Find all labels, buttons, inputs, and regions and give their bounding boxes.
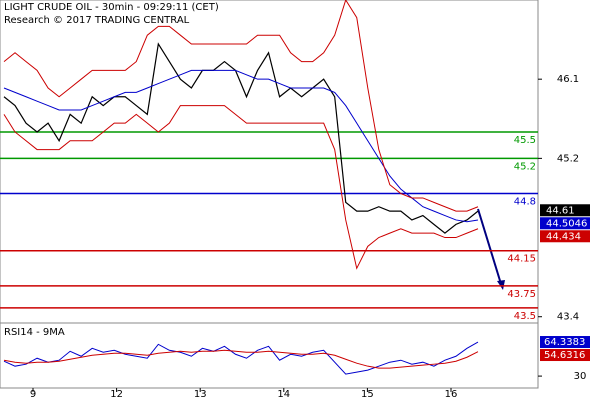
x-tick-label: 16 bbox=[445, 389, 458, 400]
price-box bbox=[540, 217, 590, 230]
level-label: 45.5 bbox=[514, 135, 536, 146]
rsi-box bbox=[540, 336, 590, 349]
arrow-head bbox=[497, 280, 505, 290]
x-tick-label: 14 bbox=[277, 389, 290, 400]
x-tick-label: 9 bbox=[30, 389, 36, 400]
rsi-line bbox=[3, 341, 479, 375]
rsi-box bbox=[540, 349, 590, 362]
chart-subtitle: Research © 2017 TRADING CENTRAL bbox=[4, 15, 190, 26]
price-label: 44.61 bbox=[546, 205, 575, 216]
y-tick-label: 43.4 bbox=[557, 312, 579, 323]
y-tick-label: 30 bbox=[574, 371, 587, 382]
arrow bbox=[477, 208, 502, 285]
price-label: 44.434 bbox=[546, 231, 581, 242]
level-label: 43.75 bbox=[507, 289, 536, 300]
price-label: 44.5046 bbox=[546, 218, 587, 229]
rsi-title: RSI14 - 9MA bbox=[4, 327, 65, 338]
level-label: 44.8 bbox=[514, 197, 536, 208]
price-box bbox=[540, 204, 590, 217]
price-box bbox=[540, 230, 590, 243]
level-label: 44.15 bbox=[507, 254, 536, 265]
price-line bbox=[3, 0, 479, 212]
rsi-line bbox=[3, 349, 479, 369]
y-tick-label: 45.2 bbox=[557, 153, 579, 164]
rsi-label: 64.3383 bbox=[544, 337, 585, 348]
rsi-label: 54.6316 bbox=[544, 350, 585, 361]
price-line bbox=[3, 42, 479, 234]
y-tick-label: 46.1 bbox=[557, 74, 579, 85]
level-label: 43.5 bbox=[514, 311, 536, 322]
x-tick-label: 12 bbox=[110, 389, 123, 400]
x-tick-label: 15 bbox=[361, 389, 374, 400]
chart-title: LIGHT CRUDE OIL - 30min - 09:29:11 (CET) bbox=[4, 2, 219, 13]
price-line bbox=[3, 105, 479, 270]
x-tick-label: 13 bbox=[194, 389, 207, 400]
level-label: 45.2 bbox=[514, 161, 536, 172]
price-line bbox=[3, 69, 479, 223]
